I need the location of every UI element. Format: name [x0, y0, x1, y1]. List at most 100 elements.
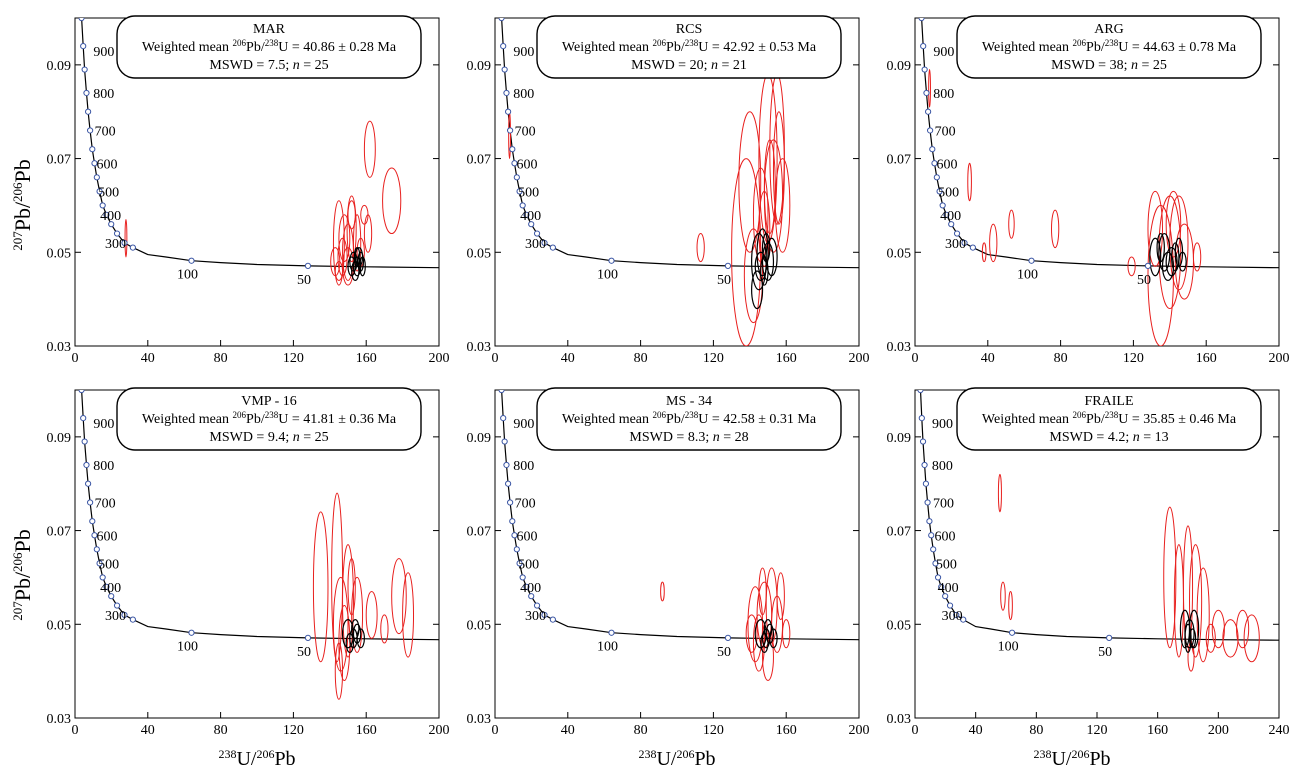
concordia-age-marker	[509, 146, 516, 153]
rejected-ellipse	[1165, 190, 1182, 258]
rejected-ellipse	[1000, 581, 1006, 611]
rejected-ellipse	[763, 139, 776, 235]
concordia-age-marker	[921, 461, 928, 469]
concordia-age-marker	[507, 499, 514, 506]
x-tick-label: 80	[634, 723, 648, 738]
concordia-age-marker	[113, 230, 121, 237]
panel-6: 0 40 80 120 160 200 240 0.03 0.05 0.07 0.09 900 800 7…	[887, 387, 1290, 738]
concordia-age-marker	[934, 574, 942, 581]
rejected-ellipse	[1243, 614, 1260, 663]
x-tick-label: 0	[492, 351, 499, 366]
x-axis-label-col2: 238U/206Pb	[638, 747, 715, 770]
concordia-curve	[921, 18, 1279, 269]
rejected-ellipse	[738, 111, 762, 253]
weighted-mean-text: Weighted mean 206Pb/238U = 35.85 ± 0.46 …	[982, 410, 1237, 427]
x-tick-label: 120	[703, 351, 724, 366]
concordia-age-marker	[501, 438, 508, 445]
concordia-age-marker	[129, 616, 136, 623]
y-tick-label: 0.03	[887, 712, 912, 727]
x-tick-label: 0	[492, 723, 499, 738]
concordia-age-marker	[108, 593, 115, 600]
concordia-age-marker	[938, 583, 945, 590]
plot-area	[78, 18, 439, 286]
y-tick-label: 0.09	[887, 59, 912, 74]
concordia-age-marker	[1106, 634, 1113, 641]
concordia-age-marker	[939, 202, 946, 209]
panels-container: 0 40 80 120 160 2000.030.050.070.099008007006…	[47, 15, 1290, 738]
rejected-ellipse	[363, 120, 376, 178]
concordia-age-marker	[926, 518, 933, 525]
mswd-text: MSWD = 9.4; n = 25	[209, 430, 328, 445]
x-axis-label-col1: 238U/206Pb	[218, 747, 295, 770]
y-tick-label: 0.07	[467, 525, 492, 540]
concordia-age-marker	[523, 583, 530, 590]
concordia-age-marker	[188, 629, 195, 636]
concordia-age-marker	[519, 202, 526, 209]
rejected-ellipse	[928, 69, 931, 108]
accepted-ellipse	[1149, 237, 1162, 277]
x-tick-label: 160	[1196, 351, 1217, 366]
x-axis-label-col3: 238U/206Pb	[1033, 747, 1110, 770]
x-tick-label: 80	[1029, 723, 1043, 738]
accepted-ellipse	[1178, 251, 1187, 272]
weighted-mean-box	[536, 15, 842, 79]
rejected-ellipse	[696, 233, 705, 263]
sample-title: MAR	[253, 22, 286, 37]
x-tick-label: 200	[849, 351, 870, 366]
concordia-age-marker	[724, 262, 732, 269]
y-tick-label: 0.07	[47, 153, 72, 168]
x-tick-label: 200	[1208, 723, 1229, 738]
concordia-age-marker	[503, 89, 510, 97]
x-tick-label: 80	[1054, 351, 1068, 366]
concordia-age-label: 700	[933, 496, 954, 511]
concordia-age-marker	[511, 532, 518, 539]
concordia-age-marker	[608, 257, 615, 264]
concordia-age-label: 600	[516, 529, 537, 544]
accepted-ellipse	[769, 628, 778, 649]
y-tick-label: 0.09	[887, 431, 912, 446]
plot-area	[498, 18, 859, 346]
x-tick-label: 40	[969, 723, 983, 738]
y-tick-label: 0.09	[467, 431, 492, 446]
rejected-ellipse	[342, 544, 354, 658]
rejected-ellipse	[360, 204, 369, 225]
concordia-age-marker	[946, 602, 954, 609]
concordia-age-marker	[513, 546, 520, 553]
concordia-age-marker	[129, 244, 136, 251]
concordia-age-marker	[928, 532, 935, 539]
concordia-age-label: 700	[515, 496, 536, 511]
x-tick-label: 120	[703, 723, 724, 738]
concordia-age-marker	[498, 390, 505, 394]
concordia-age-label: 600	[96, 529, 117, 544]
concordia-age-marker	[918, 18, 925, 22]
plot-area	[78, 390, 439, 700]
rejected-ellipse	[1205, 623, 1216, 653]
rejected-ellipse	[772, 111, 785, 225]
x-tick-label: 200	[429, 723, 450, 738]
concordia-age-label: 400	[520, 581, 541, 596]
rejected-ellipse	[967, 162, 972, 202]
x-tick-label: 160	[776, 351, 797, 366]
concordia-age-label: 800	[513, 459, 534, 474]
concordia-age-marker	[501, 66, 508, 73]
y-axis-label-top: 207Pb/206Pb	[10, 159, 35, 251]
concordia-age-label: 500	[98, 557, 119, 572]
accepted-ellipse	[347, 256, 356, 277]
rejected-ellipse	[334, 642, 344, 700]
concordia-age-label: 800	[933, 87, 954, 102]
concordia-age-label: 50	[1137, 273, 1151, 288]
concordia-age-label: 100	[177, 640, 198, 655]
concordia-age-marker	[91, 532, 98, 539]
x-tick-label: 160	[776, 723, 797, 738]
concordia-age-label: 800	[513, 87, 534, 102]
concordia-age-marker	[513, 174, 520, 181]
panel-1: 0 40 80 120 160 200 0.03 0.05 0.07 0.09 900 800 700 6…	[47, 15, 450, 366]
concordia-age-marker	[500, 43, 507, 50]
weighted-mean-text: Weighted mean 206Pb/238U = 41.81 ± 0.36 …	[142, 410, 397, 427]
accepted-ellipse	[345, 633, 355, 654]
concordia-age-label: 500	[518, 557, 539, 572]
y-tick-label: 0.03	[467, 712, 492, 727]
concordia-age-marker	[103, 211, 110, 218]
x-tick-label: 200	[1269, 351, 1290, 366]
sample-title: ARG	[1094, 22, 1124, 37]
